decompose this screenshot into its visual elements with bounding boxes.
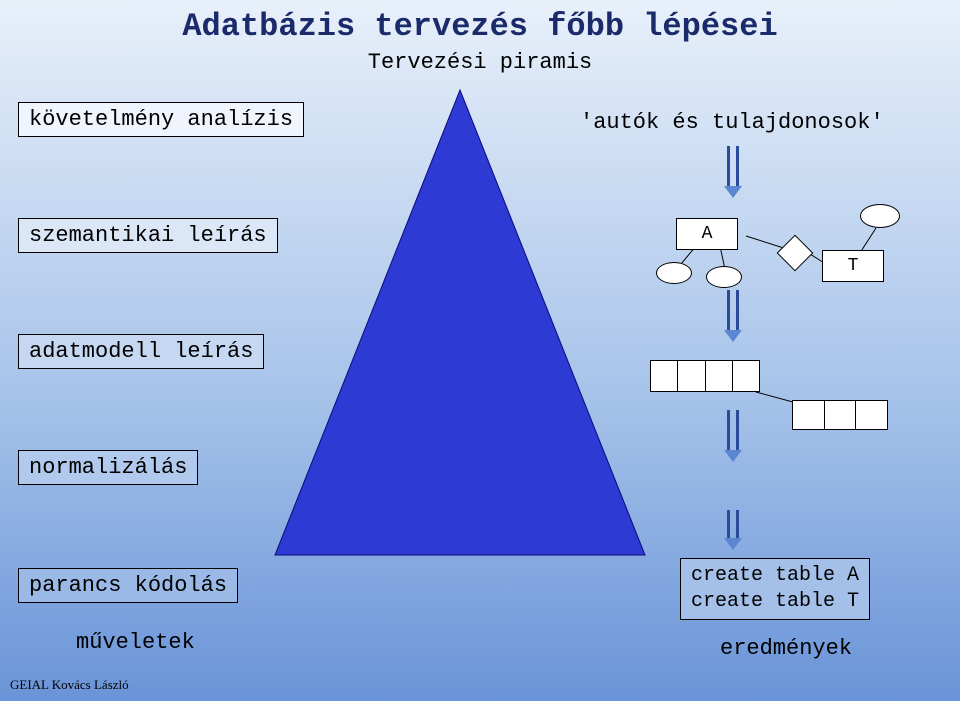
attr-ellipse-1 (656, 262, 692, 284)
step-coding: parancs kódolás (18, 568, 238, 603)
relationship-diamond (777, 235, 814, 272)
step-semantic: szemantikai leírás (18, 218, 278, 253)
sql-line-1: create table A (691, 564, 859, 587)
pyramid-shape (275, 90, 645, 555)
attr-ellipse-3 (860, 204, 900, 228)
page-title: Adatbázis tervezés főbb lépései (0, 8, 960, 45)
step-normalize: normalizálás (18, 450, 198, 485)
flow-arrow-4 (724, 510, 742, 550)
step-analysis: követelmény analízis (18, 102, 304, 137)
results-label: eredmények (720, 636, 852, 661)
flow-arrow-3 (724, 410, 742, 462)
mini-table-1 (650, 360, 760, 392)
step-datamodel: adatmodell leírás (18, 334, 264, 369)
sql-output: create table A create table T (680, 558, 870, 620)
entity-t: T (822, 250, 884, 282)
flow-arrow-1 (724, 146, 742, 198)
example-text: 'autók és tulajdonosok' (580, 110, 884, 135)
mini-table-2 (792, 400, 888, 430)
sql-line-2: create table T (691, 590, 859, 613)
page-subtitle: Tervezési piramis (0, 50, 960, 75)
attr-ellipse-2 (706, 266, 742, 288)
footer-author: GEIAL Kovács László (10, 677, 129, 693)
step-operations: műveletek (76, 630, 195, 655)
flow-arrow-2 (724, 290, 742, 342)
entity-a: A (676, 218, 738, 250)
